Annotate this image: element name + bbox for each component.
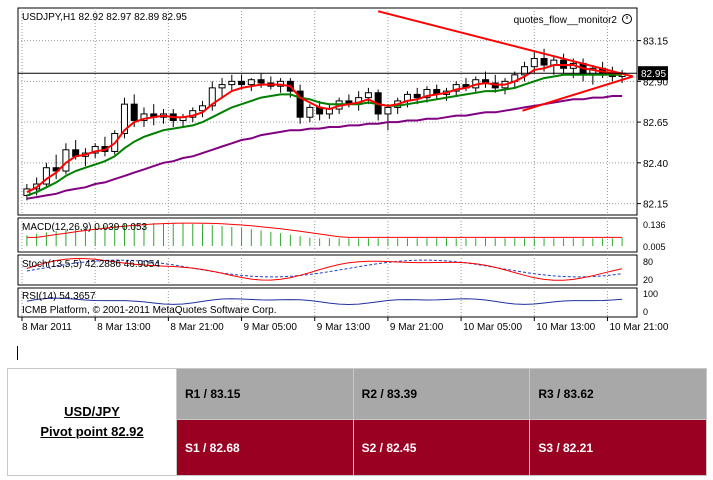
r3-cell: R3 / 83.62 — [529, 368, 707, 420]
stoch-tick-label: 20 — [643, 275, 653, 285]
x-tick-label: 8 Mar 2011 — [22, 322, 72, 333]
bull-candle — [91, 146, 99, 154]
bull-candle — [218, 84, 226, 89]
platform-copyright: ICMB Platform, © 2001-2011 MetaQuotes So… — [22, 305, 277, 316]
current-price-box — [638, 66, 668, 81]
upper-trendline — [377, 10, 634, 78]
fast-ma-line — [26, 64, 623, 194]
stoch-tick-label: 80 — [643, 257, 653, 267]
bear-candle — [238, 80, 246, 86]
x-tick-label: 10 Mar 05:00 — [463, 322, 522, 333]
stoch-main-line — [26, 257, 623, 281]
bull-candle — [208, 87, 216, 107]
bull-candle — [423, 88, 431, 99]
stoch-label: Stoch(13,5,5) 42.2886 46.9054 — [22, 259, 160, 270]
bull-candle — [23, 188, 31, 196]
bull-candle — [306, 106, 314, 118]
s3-cell: S3 / 82.21 — [529, 419, 707, 476]
chart-svg: 8 Mar 2011 8 Mar 13:00 8 Mar 21:00 9 Mar 05… — [17, 7, 669, 333]
macd-signal-line — [26, 222, 623, 238]
y-tick-label: 82.40 — [643, 159, 668, 170]
rsi-tick-label: 0 — [643, 307, 648, 317]
y-tick-label: 82.15 — [643, 200, 668, 211]
macd-tick-label: 0.136 — [643, 220, 666, 230]
bear-candle — [296, 90, 304, 118]
x-tick-label: 9 Mar 13:00 — [317, 322, 371, 333]
rsi-tick-label: 100 — [643, 289, 658, 299]
chart-title: USDJPY,H1 82.92 82.97 82.89 82.95 — [22, 12, 187, 23]
r2-cell: R2 / 83.39 — [352, 368, 531, 420]
macd-tick-label: 0.005 — [643, 242, 666, 252]
rsi-label: RSI(14) 54.3657 — [22, 291, 96, 302]
support-row: S1 / 82.68 S2 / 82.45 S3 / 82.21 — [8, 419, 707, 476]
resistance-row: USD/JPY Pivot point 82.92 R1 / 83.15 R2 … — [7, 368, 707, 476]
x-tick-label: 9 Mar 05:00 — [244, 322, 298, 333]
y-tick-label: 82.65 — [643, 118, 668, 129]
bull-candle — [521, 66, 529, 76]
bear-candle — [540, 58, 548, 66]
bear-candle — [257, 79, 265, 84]
pair-label: USD/JPY — [64, 404, 120, 419]
bull-candle — [364, 92, 372, 99]
y-tick-label: 82.90 — [643, 77, 668, 88]
bull-candle — [140, 113, 148, 121]
x-tick-label: 10 Mar 13:00 — [536, 322, 595, 333]
indicator-label: quotes_flow__monitor2 — [514, 15, 618, 26]
s1-cell: S1 / 82.68 — [176, 419, 354, 476]
x-tick-label: 9 Mar 21:00 — [390, 322, 444, 333]
macd-label: MACD(12,26,9) 0.039 0.053 — [22, 222, 148, 233]
lower-trendline — [522, 75, 634, 112]
x-tick-label: 8 Mar 21:00 — [170, 322, 224, 333]
bull-candle — [42, 167, 50, 185]
x-tick-label: 10 Mar 21:00 — [609, 322, 668, 333]
bull-candle — [384, 106, 392, 115]
bull-candle — [530, 58, 538, 68]
bull-candle — [247, 79, 255, 86]
price-chart: 8 Mar 2011 8 Mar 13:00 8 Mar 21:00 9 Mar 05… — [17, 7, 669, 333]
y-tick-label: 83.15 — [643, 37, 668, 48]
mid-ma-line — [26, 73, 623, 197]
text-cursor — [17, 346, 18, 360]
pivot-point-label: Pivot point 82.92 — [40, 424, 144, 439]
bull-candle — [199, 105, 207, 112]
clock-icon — [622, 14, 632, 24]
pivot-label-cell: USD/JPY Pivot point 82.92 — [7, 368, 177, 476]
pivot-table: USD/JPY Pivot point 82.92 R1 / 83.15 R2 … — [7, 368, 707, 476]
current-price-label: 82.95 — [641, 69, 666, 80]
rsi-line — [26, 297, 623, 306]
r1-cell: R1 / 83.15 — [176, 368, 354, 420]
bear-candle — [413, 93, 421, 99]
s2-cell: S2 / 82.45 — [352, 419, 531, 476]
bull-candle — [452, 84, 460, 92]
bull-candle — [228, 80, 236, 86]
slow-ma-line — [26, 95, 623, 200]
x-tick-label: 8 Mar 13:00 — [97, 322, 151, 333]
bear-candle — [130, 103, 138, 121]
bull-candle — [120, 103, 128, 135]
